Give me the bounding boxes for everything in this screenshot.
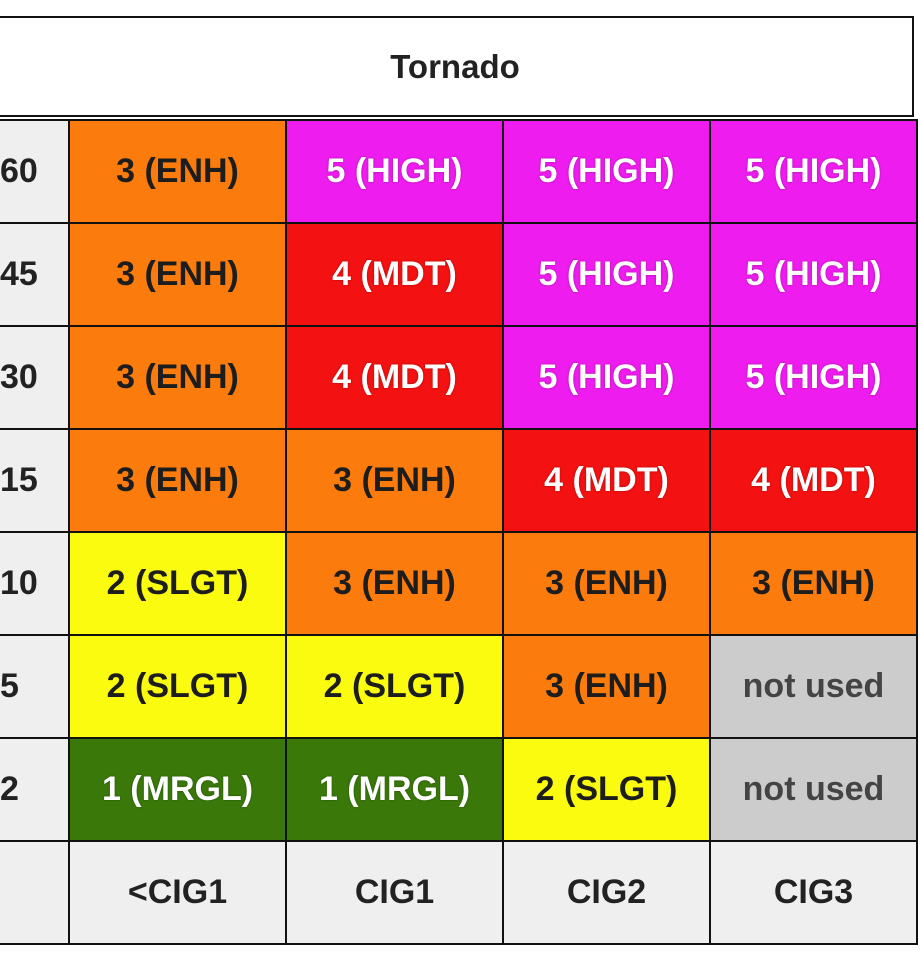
risk-table: 60 3 (ENH) 5 (HIGH) 5 (HIGH) 5 (HIGH) 45… [0, 119, 918, 945]
row-label: 15 [0, 428, 70, 533]
risk-cell: 2 (SLGT) [68, 634, 287, 739]
risk-cell: 1 (MRGL) [285, 737, 504, 842]
risk-cell: 2 (SLGT) [502, 737, 711, 842]
row-label: 30 [0, 325, 70, 430]
table-row: 15 3 (ENH) 3 (ENH) 4 (MDT) 4 (MDT) [0, 428, 918, 533]
risk-cell: 3 (ENH) [68, 119, 287, 224]
risk-cell: 5 (HIGH) [709, 222, 918, 327]
risk-cell: not used [709, 737, 918, 842]
row-label: 45 [0, 222, 70, 327]
risk-cell: not used [709, 634, 918, 739]
risk-cell: 2 (SLGT) [285, 634, 504, 739]
risk-cell: 4 (MDT) [285, 325, 504, 430]
table-row: 60 3 (ENH) 5 (HIGH) 5 (HIGH) 5 (HIGH) [0, 119, 918, 224]
column-header-row: <CIG1 CIG1 CIG2 CIG3 [0, 840, 918, 945]
table-row: 2 1 (MRGL) 1 (MRGL) 2 (SLGT) not used [0, 737, 918, 842]
risk-cell: 3 (ENH) [285, 531, 504, 636]
corner-cell [0, 840, 70, 945]
table-row: 10 2 (SLGT) 3 (ENH) 3 (ENH) 3 (ENH) [0, 531, 918, 636]
risk-cell: 5 (HIGH) [502, 222, 711, 327]
table-row: 30 3 (ENH) 4 (MDT) 5 (HIGH) 5 (HIGH) [0, 325, 918, 430]
row-label: 60 [0, 119, 70, 224]
risk-cell: 3 (ENH) [68, 428, 287, 533]
risk-cell: 3 (ENH) [285, 428, 504, 533]
risk-cell: 5 (HIGH) [502, 119, 711, 224]
table-row: 45 3 (ENH) 4 (MDT) 5 (HIGH) 5 (HIGH) [0, 222, 918, 327]
risk-cell: 4 (MDT) [285, 222, 504, 327]
row-label: 10 [0, 531, 70, 636]
column-label: CIG3 [709, 840, 918, 945]
risk-cell: 3 (ENH) [502, 634, 711, 739]
risk-cell: 4 (MDT) [709, 428, 918, 533]
risk-cell: 3 (ENH) [68, 222, 287, 327]
risk-cell: 5 (HIGH) [709, 325, 918, 430]
row-label: 5 [0, 634, 70, 739]
risk-table-body: 60 3 (ENH) 5 (HIGH) 5 (HIGH) 5 (HIGH) 45… [0, 119, 918, 945]
risk-cell: 1 (MRGL) [68, 737, 287, 842]
table-title: Tornado [0, 16, 914, 117]
risk-cell: 5 (HIGH) [709, 119, 918, 224]
table-row: 5 2 (SLGT) 2 (SLGT) 3 (ENH) not used [0, 634, 918, 739]
risk-cell: 5 (HIGH) [285, 119, 504, 224]
column-label: CIG2 [502, 840, 711, 945]
risk-cell: 3 (ENH) [709, 531, 918, 636]
risk-cell: 3 (ENH) [502, 531, 711, 636]
column-label: <CIG1 [68, 840, 287, 945]
risk-cell: 4 (MDT) [502, 428, 711, 533]
risk-cell: 3 (ENH) [68, 325, 287, 430]
risk-cell: 2 (SLGT) [68, 531, 287, 636]
row-label: 2 [0, 737, 70, 842]
risk-cell: 5 (HIGH) [502, 325, 711, 430]
column-label: CIG1 [285, 840, 504, 945]
